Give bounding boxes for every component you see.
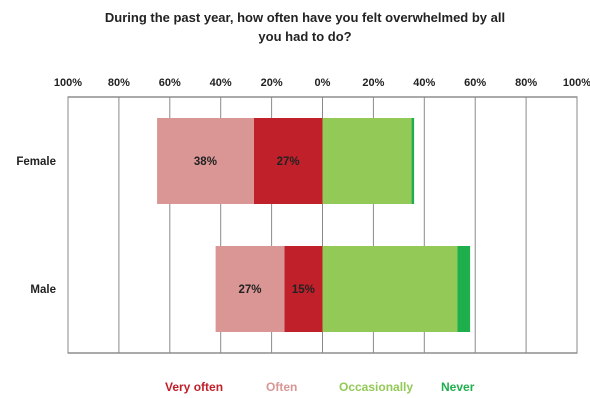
legend-entry: Never [441,380,475,394]
bar-segment [322,246,458,332]
legend-entry: Very often [165,380,223,394]
chart-title: During the past year, how often have you… [104,10,506,44]
x-tick-label: 20% [261,77,283,89]
x-tick-label: 20% [362,77,384,89]
bar-segment [284,246,323,332]
data-label: 27% [238,284,261,296]
x-tick-label: 100% [54,77,82,89]
x-tick-label: 40% [413,77,435,89]
legend-entry: Often [266,380,297,394]
x-tick-label: 80% [515,77,537,89]
data-label: 15% [292,284,315,296]
bar-segment [457,246,471,332]
bar-segment [411,118,415,204]
x-tick-label: 0% [315,77,331,89]
data-label: 27% [277,156,300,168]
bar-segment [322,118,412,204]
bar-segment [157,118,254,204]
category-label: Male [30,284,56,296]
x-tick-label: 40% [210,77,232,89]
x-tick-label: 60% [159,77,181,89]
legend-entry: Occasionally [339,380,413,394]
x-tick-label: 80% [108,77,130,89]
data-label: 38% [194,156,217,168]
x-tick-label: 100% [563,77,590,89]
bar-segment [215,246,285,332]
bar-segment [253,118,323,204]
x-tick-label: 60% [464,77,486,89]
category-label: Female [16,156,56,168]
